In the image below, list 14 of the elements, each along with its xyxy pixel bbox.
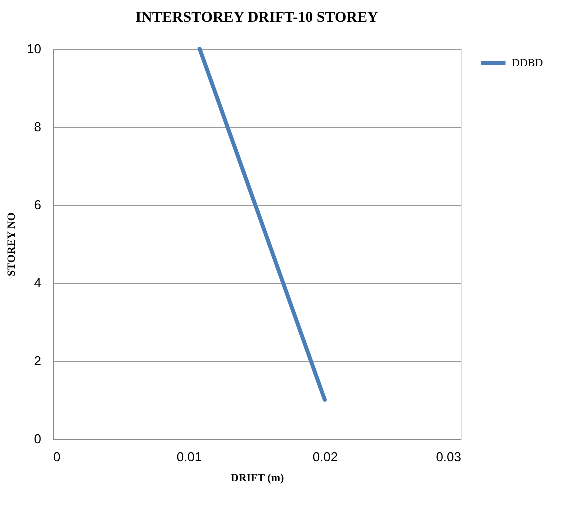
x-tick-label: 0.03 (436, 450, 462, 464)
y-tick-label: 10 (27, 42, 42, 56)
y-tick-label: 2 (34, 354, 42, 368)
y-tick-label: 8 (34, 120, 42, 134)
y-axis-title: STOREY NO (6, 212, 18, 276)
x-tick-label: 0 (54, 450, 61, 464)
legend-label: DDBD (512, 58, 544, 70)
x-tick-label: 0.01 (176, 450, 202, 464)
chart-title: INTERSTOREY DRIFT-10 STOREY (136, 10, 378, 26)
x-axis-title: DRIFT (m) (230, 472, 284, 484)
y-tick-label: 4 (34, 276, 42, 290)
y-tick-label: 0 (34, 432, 42, 446)
y-tick-label: 6 (34, 198, 42, 212)
x-tick-label: 0.02 (312, 450, 338, 464)
